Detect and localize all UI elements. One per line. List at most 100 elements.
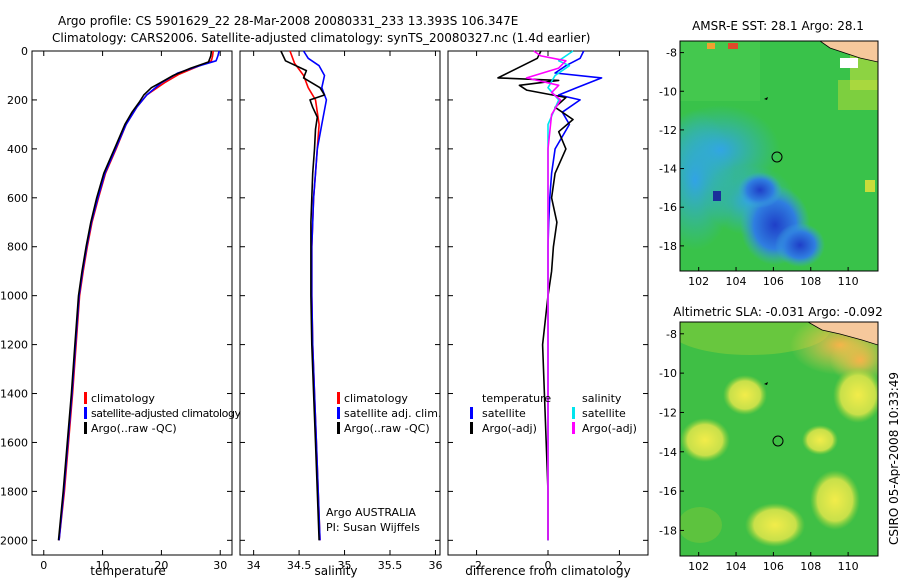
annotation-argo-australia: Argo AUSTRALIA [326,506,416,519]
legend-label-salt-argo: Argo(-adj) [582,422,637,435]
y-tick-label: 1000 [0,290,28,303]
sst-map-frame [679,40,879,272]
sst-map-axes: 102 104 106 108 110 -8 -10 -12 -14 -16 -18 [659,47,859,288]
x-tick-label: 35 [338,559,352,572]
map-y-tick-label: -14 [659,163,677,176]
map-x-tick-label: 106 [763,560,784,573]
map-y-tick-label: -14 [659,446,677,459]
x-tick-label: 30 [213,559,227,572]
map-y-tick-label: -18 [659,240,677,253]
csiro-timestamp: CSIRO 05-Apr-2008 10:33:49 [887,372,900,545]
temperature-panel-frame [31,50,233,556]
sla-map-title: Altimetric SLA: -0.031 Argo: -0.092 [673,305,882,319]
difference-chart: -2 0 2 [448,50,648,572]
sla-small-island [764,382,768,385]
legend-label-satellite: satellite-adjusted climatology [91,407,241,420]
y-tick-label: 0 [21,45,28,58]
series-line-climatology [58,50,214,541]
temperature-legend: climatology satellite-adjusted climatolo… [84,392,241,435]
x-tick-label: -2 [471,559,482,572]
map-y-tick-label: -8 [666,328,677,341]
y-tick-label: 1600 [0,436,28,449]
legend-label-climatology: climatology [344,392,408,405]
legend-label-climatology: climatology [91,392,155,405]
series-line-salinity-argo-adj- [525,50,567,541]
map-y-tick-label: -10 [659,85,677,98]
legend-swatch-temp-argo [470,422,473,434]
x-tick-label: 20 [154,559,168,572]
map-x-tick-label: 108 [800,560,821,573]
x-tick-label: 34.5 [287,559,312,572]
legend-heading-temperature: temperature [482,392,551,405]
map-x-tick-label: 110 [838,560,859,573]
annotation-pi: PI: Susan Wijffels [326,521,420,534]
map-x-tick-label: 110 [838,275,859,288]
series-line-argo-raw-qc- [57,50,213,541]
salinity-legend: climatology satellite adj. clim. Argo(..… [326,392,441,534]
x-tick-label: 34 [247,559,261,572]
map-y-tick-label: -8 [666,47,677,60]
map-y-tick-label: -10 [659,367,677,380]
map-x-tick-label: 102 [688,560,709,573]
y-tick-label: 800 [7,241,28,254]
x-tick-label: 2 [616,559,623,572]
map-y-tick-label: -12 [659,406,677,419]
series-line-temperature-satellite [547,50,603,541]
legend-label-argo: Argo(..raw -QC) [91,422,177,435]
header-line-1: Argo profile: CS 5901629_22 28-Mar-2008 … [58,14,518,28]
sst-map-title: AMSR-E SST: 28.1 Argo: 28.1 [692,19,864,33]
profile-plots: 0 10 20 30020040060080010001200140016001800… [0,45,648,572]
map-x-tick-label: 104 [726,560,747,573]
map-y-tick-label: -18 [659,524,677,537]
legend-heading-salinity: salinity [582,392,622,405]
map-y-tick-label: -16 [659,201,677,214]
legend-swatch-satellite [84,407,87,419]
legend-swatch-salt-satellite [572,407,575,419]
series-line-satellite-adjusted-climatology [58,50,220,541]
series-line-temperature-argo-adj- [497,50,574,541]
y-tick-label: 200 [7,94,28,107]
y-tick-label: 1400 [0,388,28,401]
x-tick-label: 35.5 [378,559,403,572]
difference-legend: temperature satellite Argo(-adj) salinit… [470,392,637,435]
y-tick-label: 2000 [0,534,28,547]
legend-swatch-climatology [337,392,340,404]
legend-label-argo: Argo(..raw -QC) [344,422,430,435]
y-tick-label: 600 [7,192,28,205]
sla-float-marker [772,435,784,447]
series-line-satellite-adj-clim- [302,50,328,541]
legend-label-temp-argo: Argo(-adj) [482,422,537,435]
temperature-chart: 0 10 20 30 0 200 400 600 800 1000 1200 1400 1600 1800… [0,45,232,572]
legend-label-satellite: satellite adj. clim. [344,407,441,420]
x-tick-label: 36 [428,559,442,572]
legend-swatch-argo [84,422,87,434]
salinity-xlabel: salinity [314,564,357,578]
x-tick-label: 0 [40,559,47,572]
map-x-tick-label: 108 [800,275,821,288]
legend-label-salt-satellite: satellite [582,407,626,420]
sla-map-axes: 102 104 106 108 110 -8 -10 -12 -14 -16 -18 [659,328,859,573]
sla-map-frame [679,321,879,557]
header-line-2: Climatology: CARS2006. Satellite-adjuste… [52,31,590,45]
legend-swatch-satellite [337,407,340,419]
difference-xlabel: difference from climatology [465,564,631,578]
x-tick-label: 0 [545,559,552,572]
map-x-tick-label: 104 [726,275,747,288]
legend-swatch-climatology [84,392,87,404]
series-line-argo-raw-qc- [280,50,326,541]
temperature-xlabel: temperature [90,564,165,578]
sst-map-field [680,41,878,271]
salinity-panel-frame [239,50,441,556]
map-x-tick-label: 106 [763,275,784,288]
y-tick-label: 1800 [0,485,28,498]
map-y-tick-label: -12 [659,124,677,137]
salinity-chart: 34 34.5 35 35.5 36 [240,50,442,572]
legend-swatch-argo [337,422,340,434]
x-tick-label: 10 [96,559,110,572]
legend-swatch-temp-satellite [470,407,473,419]
legend-label-temp-satellite: satellite [482,407,526,420]
y-tick-label: 400 [7,143,28,156]
sst-float-marker [771,151,783,163]
y-tick-label: 1200 [0,339,28,352]
